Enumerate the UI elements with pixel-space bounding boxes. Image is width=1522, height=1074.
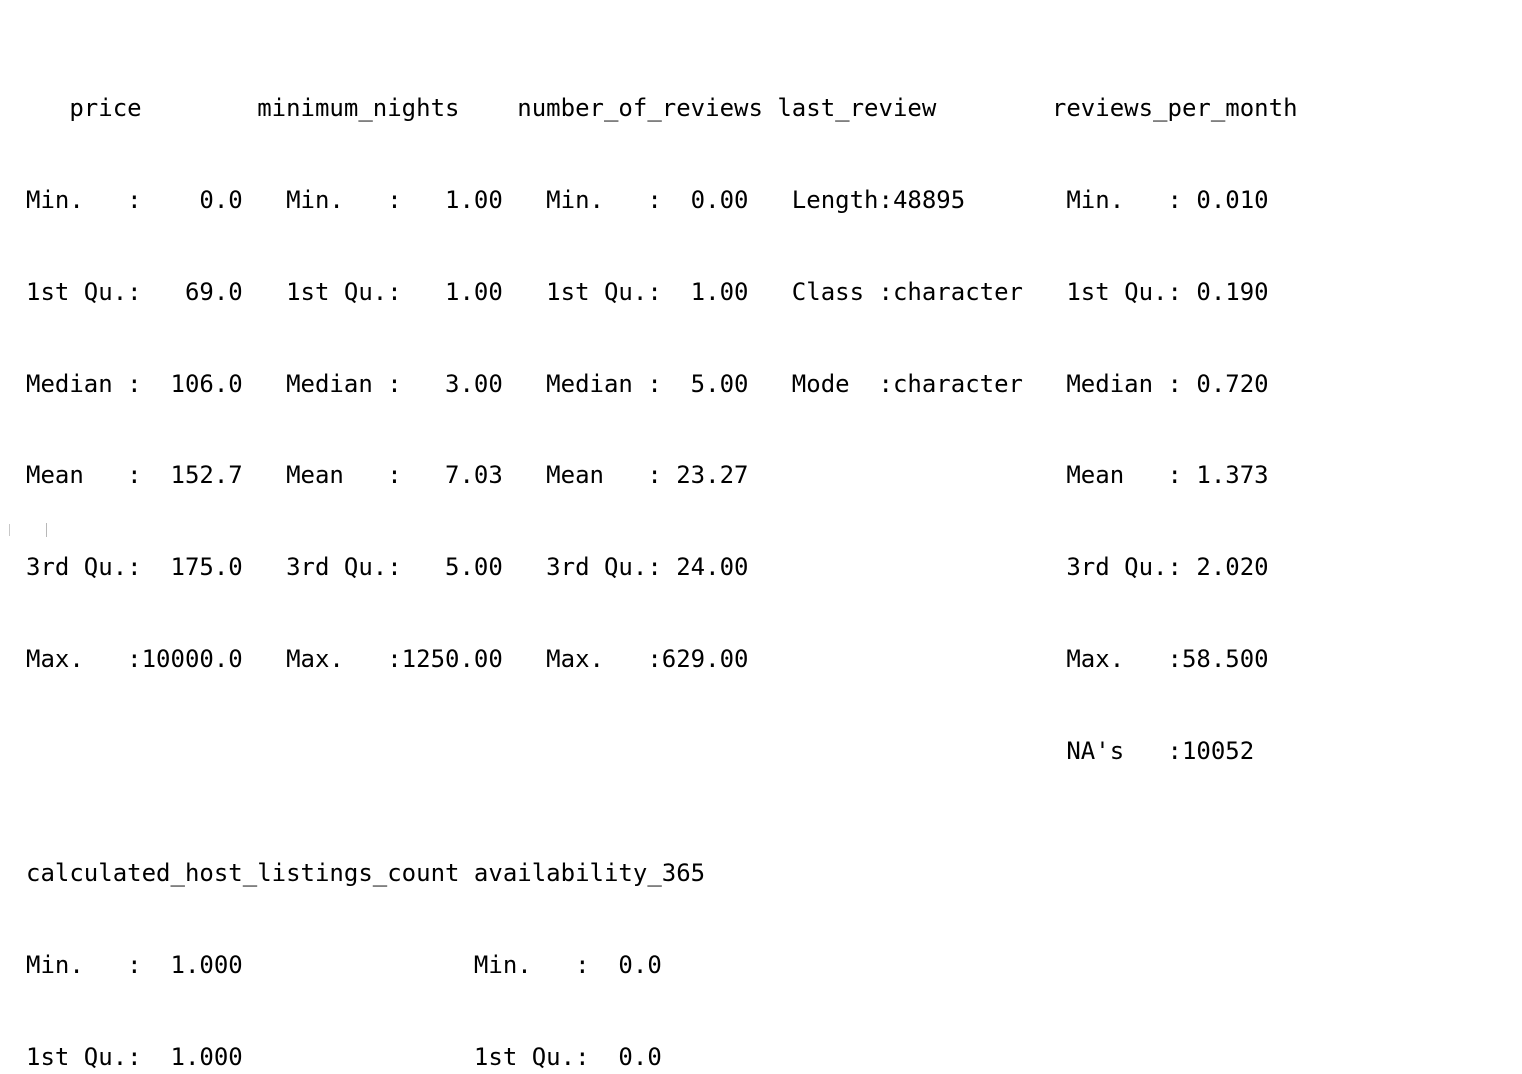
summary-row-3rd-qu: 3rd Qu.: 175.0 3rd Qu.: 5.00 3rd Qu.: 24… bbox=[26, 553, 1269, 582]
summary2-row-1st-qu: 1st Qu.: 1.000 1st Qu.: 0.0 bbox=[26, 1042, 662, 1071]
summary-row-1st-qu: 1st Qu.: 69.0 1st Qu.: 1.00 1st Qu.: 1.0… bbox=[26, 277, 1269, 306]
summary2-row-min: Min. : 1.000 Min. : 0.0 bbox=[26, 950, 662, 979]
text-cursor bbox=[46, 523, 47, 537]
summary-row-mean: Mean : 152.7 Mean : 7.03 Mean : 23.27 Me… bbox=[26, 461, 1269, 490]
summary-header: price minimum_nights number_of_reviews l… bbox=[26, 94, 1298, 123]
console-output: price minimum_nights number_of_reviews l… bbox=[26, 32, 1298, 1074]
console-input-line[interactable] bbox=[0, 523, 60, 537]
summary-row-max: Max. :10000.0 Max. :1250.00 Max. :629.00… bbox=[26, 644, 1269, 673]
summary-row-na: NA's :10052 bbox=[26, 736, 1255, 765]
summary-row-min: Min. : 0.0 Min. : 1.00 Min. : 0.00 Lengt… bbox=[26, 185, 1269, 214]
summary-header-2: calculated_host_listings_count availabil… bbox=[26, 859, 706, 888]
summary-row-median: Median : 106.0 Median : 3.00 Median : 5.… bbox=[26, 369, 1269, 398]
prompt-glyph bbox=[6, 524, 10, 536]
